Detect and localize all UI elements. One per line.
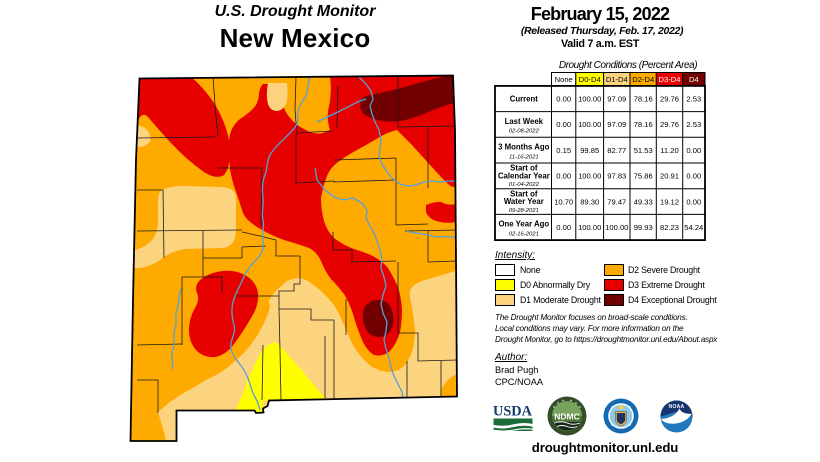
svg-text:NOAA: NOAA	[669, 404, 685, 410]
svg-text:3 Months Ago: 3 Months Ago	[498, 143, 549, 152]
svg-text:49.33: 49.33	[634, 197, 653, 206]
svg-text:10.70: 10.70	[554, 197, 573, 206]
svg-text:Current: Current	[510, 95, 539, 104]
svg-text:29.76: 29.76	[660, 120, 679, 129]
svg-text:D4: D4	[689, 75, 699, 84]
svg-text:Start of: Start of	[510, 164, 538, 173]
svg-text:None: None	[555, 75, 573, 84]
svg-text:D1-D4: D1-D4	[606, 75, 628, 84]
svg-text:100.00: 100.00	[578, 95, 601, 104]
svg-text:97.09: 97.09	[607, 95, 626, 104]
svg-text:100.00: 100.00	[578, 172, 601, 181]
svg-text:D3-D4: D3-D4	[659, 75, 681, 84]
svg-text:51.53: 51.53	[634, 146, 653, 155]
svg-text:USDA: USDA	[493, 404, 533, 420]
svg-text:D0-D4: D0-D4	[579, 75, 601, 84]
svg-text:0.00: 0.00	[556, 95, 571, 104]
svg-text:11-16-2021: 11-16-2021	[509, 154, 539, 160]
svg-text:100.00: 100.00	[578, 223, 601, 232]
svg-text:2.53: 2.53	[686, 95, 701, 104]
svg-text:Calendar Year: Calendar Year	[498, 171, 550, 180]
svg-text:0.00: 0.00	[556, 120, 571, 129]
svg-text:0.00: 0.00	[686, 146, 701, 155]
svg-text:82.77: 82.77	[607, 146, 626, 155]
svg-text:29.76: 29.76	[660, 95, 679, 104]
svg-text:Start of: Start of	[510, 189, 538, 198]
svg-text:19.12: 19.12	[660, 197, 679, 206]
svg-text:11.20: 11.20	[660, 146, 678, 155]
svg-text:02-08-2022: 02-08-2022	[509, 129, 540, 135]
svg-text:02-16-2021: 02-16-2021	[509, 231, 539, 237]
svg-text:75.86: 75.86	[634, 172, 653, 181]
svg-text:Water Year: Water Year	[504, 197, 544, 206]
svg-text:79.47: 79.47	[607, 197, 626, 206]
svg-text:0.15: 0.15	[556, 146, 571, 155]
svg-text:0.00: 0.00	[556, 172, 571, 181]
svg-text:97.09: 97.09	[607, 120, 626, 129]
svg-text:100.00: 100.00	[605, 223, 628, 232]
svg-text:NDMC: NDMC	[554, 412, 580, 422]
svg-text:01-04-2022: 01-04-2022	[509, 182, 540, 188]
svg-text:99.85: 99.85	[580, 146, 599, 155]
svg-text:97.83: 97.83	[607, 172, 626, 181]
svg-text:89.30: 89.30	[580, 197, 599, 206]
svg-text:2.53: 2.53	[686, 120, 701, 129]
svg-text:54.24: 54.24	[684, 223, 703, 232]
svg-text:0.00: 0.00	[556, 223, 571, 232]
svg-text:99.93: 99.93	[634, 223, 653, 232]
svg-text:20.91: 20.91	[660, 172, 679, 181]
svg-text:100.00: 100.00	[578, 120, 601, 129]
svg-text:82.23: 82.23	[660, 223, 679, 232]
svg-text:D2-D4: D2-D4	[632, 75, 654, 84]
svg-text:Last Week: Last Week	[505, 117, 544, 126]
svg-text:78.16: 78.16	[634, 120, 653, 129]
svg-text:0.00: 0.00	[686, 197, 701, 206]
svg-text:78.16: 78.16	[634, 95, 653, 104]
svg-text:09-28-2021: 09-28-2021	[509, 208, 539, 214]
svg-text:0.00: 0.00	[686, 172, 701, 181]
svg-text:One Year Ago: One Year Ago	[498, 220, 549, 229]
